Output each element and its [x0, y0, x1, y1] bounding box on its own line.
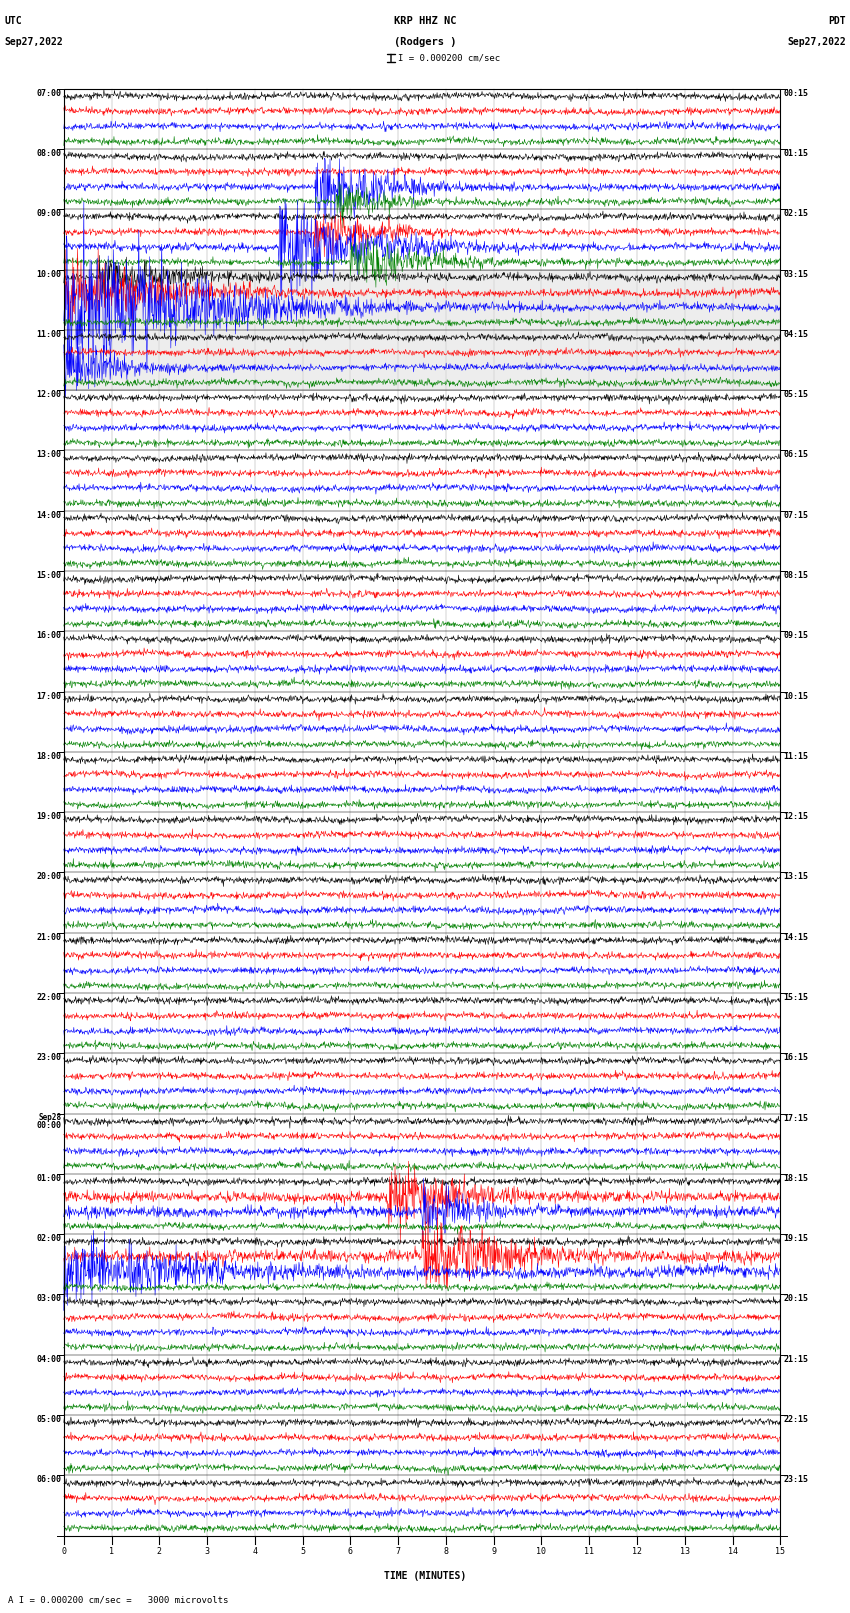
Text: Sep27,2022: Sep27,2022	[787, 37, 846, 47]
Text: 13:15: 13:15	[784, 873, 808, 881]
Bar	[64, 269, 780, 390]
Text: 03:00: 03:00	[37, 1294, 61, 1303]
Text: 0: 0	[61, 1547, 66, 1557]
Text: 01:15: 01:15	[784, 148, 808, 158]
Text: 18:00: 18:00	[37, 752, 61, 761]
Text: 2: 2	[156, 1547, 162, 1557]
Bar	[64, 89, 780, 1536]
Text: 20:15: 20:15	[784, 1294, 808, 1303]
Text: 09:00: 09:00	[37, 210, 61, 218]
Text: 16:00: 16:00	[37, 631, 61, 640]
Text: 3: 3	[205, 1547, 210, 1557]
Text: 09:15: 09:15	[784, 631, 808, 640]
Text: 22:00: 22:00	[37, 994, 61, 1002]
Text: 17:00: 17:00	[37, 692, 61, 700]
Text: 00:15: 00:15	[784, 89, 808, 98]
Text: 19:00: 19:00	[37, 813, 61, 821]
Text: 15:15: 15:15	[784, 994, 808, 1002]
Text: 12:00: 12:00	[37, 390, 61, 398]
Text: 21:15: 21:15	[784, 1355, 808, 1363]
Text: I = 0.000200 cm/sec: I = 0.000200 cm/sec	[398, 53, 500, 63]
Text: 11:00: 11:00	[37, 331, 61, 339]
Text: A I = 0.000200 cm/sec =   3000 microvolts: A I = 0.000200 cm/sec = 3000 microvolts	[8, 1595, 229, 1605]
Text: 06:00: 06:00	[37, 1476, 61, 1484]
Text: 7: 7	[395, 1547, 400, 1557]
Text: 8: 8	[444, 1547, 449, 1557]
Text: 00:00: 00:00	[37, 1121, 61, 1131]
Text: UTC: UTC	[4, 16, 22, 26]
Text: 17:15: 17:15	[784, 1113, 808, 1123]
Text: 10:00: 10:00	[37, 269, 61, 279]
Text: 01:00: 01:00	[37, 1174, 61, 1182]
Text: 08:00: 08:00	[37, 148, 61, 158]
Text: 9: 9	[491, 1547, 496, 1557]
Text: 04:00: 04:00	[37, 1355, 61, 1363]
Text: 13: 13	[680, 1547, 689, 1557]
Text: Sep27,2022: Sep27,2022	[4, 37, 63, 47]
Text: 14: 14	[728, 1547, 738, 1557]
Text: 4: 4	[252, 1547, 258, 1557]
Text: 1: 1	[109, 1547, 114, 1557]
Text: (Rodgers ): (Rodgers )	[394, 37, 456, 47]
Text: 12: 12	[632, 1547, 642, 1557]
Text: 12:15: 12:15	[784, 813, 808, 821]
Text: 08:15: 08:15	[784, 571, 808, 581]
Text: 22:15: 22:15	[784, 1415, 808, 1424]
Text: 20:00: 20:00	[37, 873, 61, 881]
Text: 02:00: 02:00	[37, 1234, 61, 1244]
Text: 16:15: 16:15	[784, 1053, 808, 1063]
Text: 23:15: 23:15	[784, 1476, 808, 1484]
Text: 19:15: 19:15	[784, 1234, 808, 1244]
Text: 13:00: 13:00	[37, 450, 61, 460]
Text: 07:00: 07:00	[37, 89, 61, 98]
Text: 5: 5	[300, 1547, 305, 1557]
Text: TIME (MINUTES): TIME (MINUTES)	[384, 1571, 466, 1581]
Text: 15: 15	[775, 1547, 785, 1557]
Text: 21:00: 21:00	[37, 932, 61, 942]
Text: 10: 10	[536, 1547, 547, 1557]
Text: 11:15: 11:15	[784, 752, 808, 761]
Text: 18:15: 18:15	[784, 1174, 808, 1182]
Text: 15:00: 15:00	[37, 571, 61, 581]
Text: 05:15: 05:15	[784, 390, 808, 398]
Text: 07:15: 07:15	[784, 511, 808, 519]
Text: 14:00: 14:00	[37, 511, 61, 519]
Text: PDT: PDT	[828, 16, 846, 26]
Text: 11: 11	[584, 1547, 594, 1557]
Text: 06:15: 06:15	[784, 450, 808, 460]
Text: 02:15: 02:15	[784, 210, 808, 218]
Text: 03:15: 03:15	[784, 269, 808, 279]
Text: Sep28: Sep28	[38, 1113, 61, 1121]
Text: 23:00: 23:00	[37, 1053, 61, 1063]
Text: 04:15: 04:15	[784, 331, 808, 339]
Text: 05:00: 05:00	[37, 1415, 61, 1424]
Text: 10:15: 10:15	[784, 692, 808, 700]
Text: KRP HHZ NC: KRP HHZ NC	[394, 16, 456, 26]
Text: 6: 6	[348, 1547, 353, 1557]
Text: 14:15: 14:15	[784, 932, 808, 942]
